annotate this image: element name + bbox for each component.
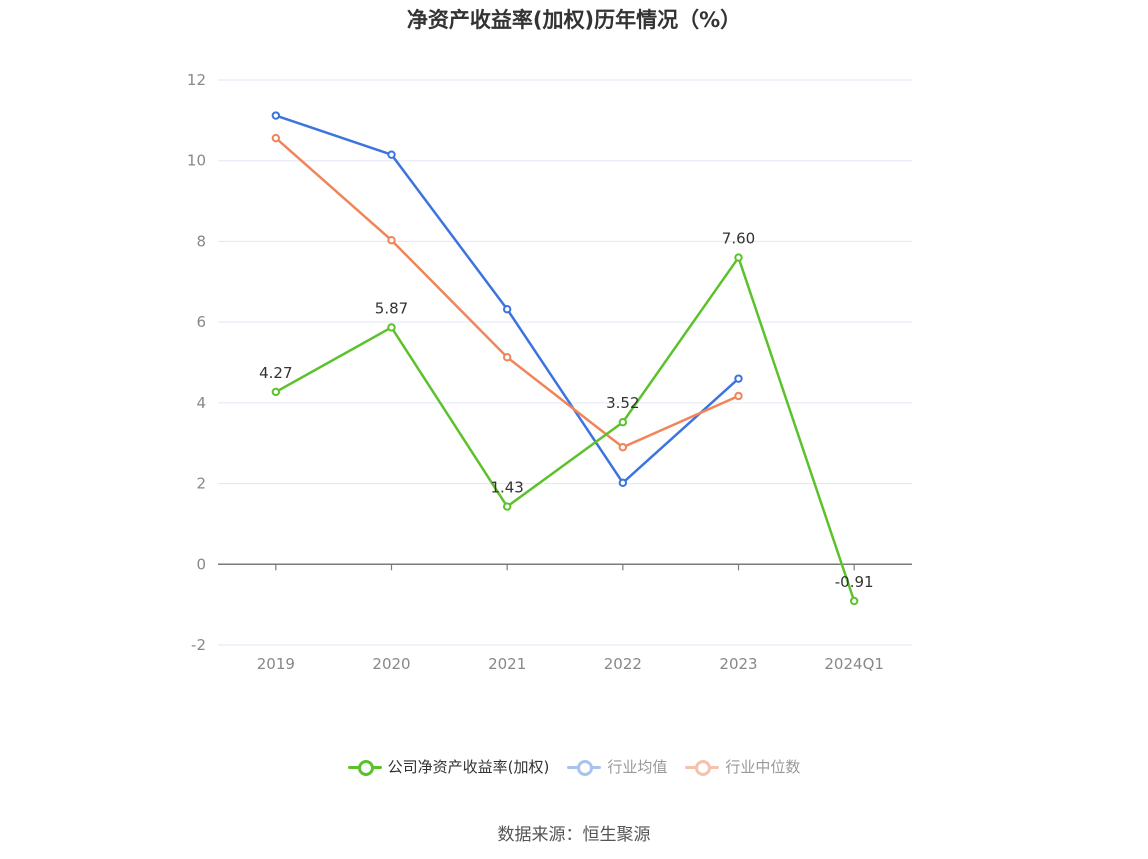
- data-point[interactable]: [734, 253, 743, 262]
- legend-label-industry-mean: 行业均值: [607, 758, 668, 776]
- data-label: 1.43: [490, 479, 523, 497]
- legend-item-industry-median[interactable]: 行业中位数: [685, 756, 800, 777]
- legend-item-company-roe[interactable]: 公司净资产收益率(加权): [347, 756, 550, 777]
- data-point[interactable]: [618, 478, 628, 487]
- data-point[interactable]: [734, 391, 743, 401]
- data-label: 7.60: [722, 230, 755, 248]
- x-tick-label: 2024Q1: [824, 655, 884, 673]
- data-point[interactable]: [387, 150, 396, 159]
- y-tick-label: 8: [196, 232, 206, 250]
- data-point[interactable]: [502, 353, 512, 362]
- data-point[interactable]: [387, 236, 396, 245]
- legend-swatch-industry-median: [685, 757, 720, 777]
- y-tick-label: 6: [196, 313, 206, 331]
- legend-item-industry-mean[interactable]: 行业均值: [567, 756, 667, 777]
- data-label-layer: 4.27 5.87 1.43 3.52 7.60 -0.91: [259, 230, 873, 591]
- y-tick-label: -2: [191, 636, 206, 654]
- data-point[interactable]: [734, 374, 743, 383]
- x-tick-label: 2022: [604, 655, 642, 673]
- data-point[interactable]: [271, 111, 281, 120]
- series-line-2: [275, 137, 740, 449]
- data-point[interactable]: [271, 133, 281, 143]
- data-point[interactable]: [618, 443, 628, 452]
- series-layer: [271, 111, 859, 606]
- data-point[interactable]: [271, 387, 281, 397]
- data-label: 3.52: [606, 394, 639, 412]
- legend-label-company-roe: 公司净资产收益率(加权): [387, 758, 550, 776]
- grid-layer: [218, 79, 912, 646]
- data-source-note: 数据来源：恒生聚源: [497, 825, 651, 845]
- data-label: 5.87: [375, 299, 408, 317]
- x-tick-label: 2021: [488, 655, 526, 673]
- x-tick-label: 2020: [372, 655, 410, 673]
- y-tick-label: 4: [196, 394, 206, 412]
- chart-title: 净资产收益率(加权)历年情况（%）: [406, 8, 742, 32]
- data-point[interactable]: [502, 502, 512, 511]
- data-label: 4.27: [259, 364, 292, 382]
- y-tick-label: 2: [196, 475, 206, 493]
- data-point[interactable]: [618, 418, 628, 427]
- legend-swatch-company-roe: [347, 757, 382, 777]
- axis-layer: -2 0 2 4 6 8 10 12 2019 2020 2021 2022 2023 2024Q1: [187, 71, 912, 673]
- data-point[interactable]: [502, 305, 512, 314]
- legend-swatch-industry-mean: [567, 757, 602, 777]
- x-tick-label: 2019: [257, 655, 295, 673]
- legend: 公司净资产收益率(加权) 行业均值 行业中位数: [0, 756, 1148, 777]
- y-tick-label: 0: [196, 555, 206, 573]
- data-point[interactable]: [387, 323, 396, 332]
- y-tick-label: 10: [187, 152, 206, 170]
- data-label: -0.91: [835, 573, 874, 591]
- legend-label-industry-median: 行业中位数: [725, 758, 801, 776]
- y-tick-label: 12: [187, 71, 206, 89]
- series-line-0: [275, 256, 856, 602]
- x-tick-label: 2023: [719, 655, 757, 673]
- data-point[interactable]: [849, 596, 859, 606]
